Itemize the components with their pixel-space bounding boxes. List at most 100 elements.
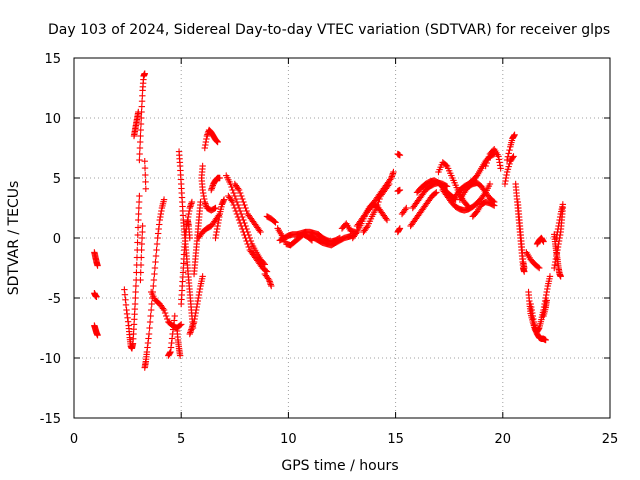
data-point: [94, 262, 101, 269]
data-point: [93, 293, 100, 300]
data-point: [141, 70, 148, 77]
data-point: [433, 189, 440, 196]
data-point: [228, 183, 235, 191]
data-point: [374, 201, 381, 209]
data-point: [243, 207, 250, 215]
data-point: [162, 312, 170, 320]
data-point: [141, 158, 148, 165]
y-tick-label: -15: [40, 412, 61, 427]
data-point: [483, 159, 490, 167]
data-point: [383, 216, 391, 224]
data-point: [146, 318, 154, 326]
x-tick-label: 10: [280, 432, 297, 447]
data-point: [271, 218, 278, 225]
data-point: [385, 180, 393, 188]
data-point: [491, 202, 498, 209]
data-point: [396, 152, 404, 159]
data-point: [272, 219, 279, 226]
data-point: [137, 261, 145, 269]
data-point: [138, 108, 145, 116]
x-tick-label: 5: [177, 432, 185, 447]
data-point: [137, 120, 145, 128]
data-point: [240, 228, 247, 236]
data-point: [148, 300, 155, 308]
data-point: [543, 297, 550, 304]
data-point: [390, 168, 397, 176]
data-point: [234, 185, 242, 192]
data-point: [510, 153, 517, 160]
chart-title: Day 103 of 2024, Sidereal Day-to-day VTE…: [48, 22, 610, 38]
data-point: [186, 234, 193, 242]
data-point: [178, 321, 185, 328]
data-point: [233, 210, 241, 218]
data-point: [142, 185, 150, 192]
data-point: [509, 154, 516, 161]
data-point: [132, 294, 139, 302]
data-point: [373, 204, 380, 212]
data-point: [159, 305, 167, 312]
data-point: [214, 138, 221, 146]
data-point: [150, 282, 157, 290]
data-point: [402, 206, 409, 213]
data-point: [261, 261, 269, 268]
data-point: [146, 324, 153, 332]
data-point: [147, 306, 155, 314]
data-point: [245, 243, 252, 251]
data-point: [94, 332, 101, 339]
data-point: [164, 315, 171, 323]
data-point: [135, 216, 142, 224]
data-point: [240, 198, 247, 206]
data-point: [160, 306, 168, 314]
data-point: [268, 282, 275, 290]
y-tick-label: -10: [40, 352, 61, 367]
data-point: [136, 138, 144, 146]
data-point: [511, 131, 518, 138]
data-point: [231, 192, 238, 200]
data-point: [504, 153, 512, 160]
data-point: [229, 186, 236, 194]
data-point: [241, 201, 248, 209]
data-point: [211, 205, 218, 212]
data-point: [151, 270, 158, 278]
data-point: [403, 204, 410, 212]
data-point: [137, 269, 144, 276]
data-point: [153, 246, 160, 254]
data-point: [489, 201, 497, 209]
data-point: [228, 197, 235, 204]
data-point: [138, 98, 146, 105]
data-point: [396, 225, 404, 232]
data-point: [244, 240, 251, 248]
data-point: [235, 186, 243, 194]
data-point: [540, 238, 547, 245]
data-point: [136, 144, 144, 152]
data-point: [239, 225, 246, 233]
data-point: [243, 237, 250, 245]
y-tick-label: 5: [53, 172, 61, 187]
data-point: [239, 195, 246, 203]
data-point: [151, 264, 159, 272]
data-point: [220, 196, 228, 203]
data-point: [238, 192, 245, 200]
data-point: [176, 352, 184, 359]
data-point: [229, 198, 236, 206]
data-point: [136, 192, 143, 200]
data-point: [234, 213, 242, 221]
data-point: [230, 201, 237, 209]
data-point: [176, 322, 184, 329]
data-point: [503, 168, 511, 176]
data-point: [506, 146, 513, 154]
data-point: [137, 276, 144, 284]
data-point: [161, 309, 169, 317]
data-point: [142, 178, 149, 186]
data-point: [484, 156, 491, 164]
y-axis-label: SDTVAR / TECUs: [6, 181, 22, 296]
data-point: [375, 198, 382, 206]
y-tick-label: 15: [44, 52, 61, 67]
data-point: [132, 288, 139, 296]
data-point: [504, 166, 512, 173]
data-point: [230, 189, 237, 197]
data-point: [485, 153, 493, 161]
data-point: [396, 186, 404, 194]
data-points: [91, 70, 567, 371]
